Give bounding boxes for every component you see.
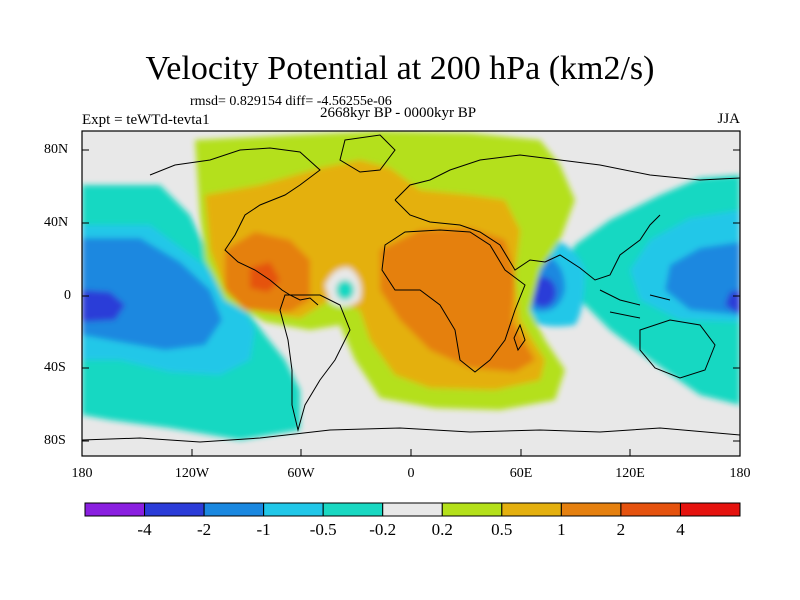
lat-label-80n: 80N [44,142,69,157]
coastline-south-america [279,294,351,432]
lat-label-80s: 80S [44,433,66,448]
colorbar-label: 4 [676,520,685,539]
contour-fill-layer [82,131,740,456]
experiment-label: Expt = teWTd-tevta1 [82,112,210,128]
colorbar-swatch [620,502,681,517]
colorbar-swatch [441,502,503,517]
coastlines [82,134,740,443]
contour-neg-2-indian-ocean [530,277,556,307]
contour-neg-02-brazil [336,280,354,300]
lat-label-40n: 40N [44,215,69,230]
colorbar-swatch [322,502,384,517]
contour-pos-1-africa [380,228,535,372]
contour-neg-1-west-pacific [665,242,740,315]
coastline-eurasia-north [394,154,740,201]
lat-label-40s: 40S [44,360,66,375]
colorbar-swatch [203,502,265,517]
colorbar-swatch [382,502,443,517]
lat-ticks [82,149,740,442]
lon-label-180e: 180 [729,466,751,481]
lon-label-60e: 60E [509,466,533,481]
contour-neg-2-east-pacific [82,290,125,322]
colorbar-swatch [501,502,562,517]
coastline-africa [381,229,526,373]
colorbar-swatch [84,502,146,517]
coastline-australia [639,319,716,379]
stats-subtitle: rmsd= 0.829154 diff= -4.56255e-06 [190,94,392,109]
lon-label-0: 0 [407,466,415,481]
lon-label-180w: 180 [71,466,93,481]
chart-title: Velocity Potential at 200 hPa (km2/s) [145,50,655,87]
colorbar-swatch [560,502,622,517]
coastline-eurasia-south [394,199,661,281]
colorbar-label: -1 [256,520,271,539]
season-label: JJA [717,111,740,127]
coastline-maritime-continent [599,289,671,319]
coastline-north-america [149,147,321,306]
coastline-greenland [339,134,396,173]
lon-label-120w: 120W [174,466,210,481]
colorbar-label: 2 [616,520,626,539]
coastline-madagascar [513,323,526,352]
colorbar-label: -0.2 [369,520,397,539]
colorbar [84,502,741,517]
lon-label-120e: 120E [615,466,645,481]
lon-ticks [81,449,741,456]
colorbar-swatch [263,502,324,517]
contour-neg-1-east-pacific [82,238,222,350]
colorbar-label: -2 [197,520,212,539]
colorbar-label: -0.5 [309,520,337,539]
colorbar-swatch [679,502,741,517]
colorbar-label: 0.2 [431,520,453,539]
colorbar-swatch [144,502,205,517]
colorbar-label: 0.5 [491,520,513,539]
colorbar-label: -4 [137,520,152,539]
coastline-antarctica [82,427,740,443]
lat-label-0: 0 [64,288,71,303]
lon-label-60w: 60W [287,466,315,481]
colorbar-label: 1 [557,520,566,539]
period-label: 2668kyr BP - 0000kyr BP [320,105,477,121]
